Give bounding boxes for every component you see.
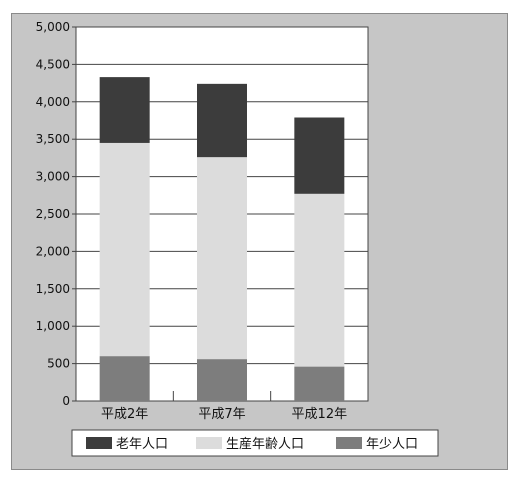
bar-segment [99,77,150,143]
bar-segment [197,83,247,158]
x-tick-label: 平成12年 [292,407,348,422]
bar-segment [197,359,247,401]
y-tick-label: 4,000 [36,95,70,109]
bar-segment [294,366,345,401]
x-tick-label: 平成7年 [198,407,245,422]
bar-segment [294,117,345,194]
y-axis: 0 500 1,000 1,500 2,000 2,500 3,000 3,500 4,000 4… [36,20,76,408]
legend-swatch-working-age [196,437,222,449]
y-tick-label: 1,500 [36,282,70,296]
legend-label-working-age: 生産年齢人口 [226,436,304,452]
bar-segment [99,142,150,357]
y-tick-label: 4,500 [36,57,70,71]
legend-box [71,429,439,457]
y-tick-label: 0 [62,394,70,408]
legend-swatch-youth [336,437,362,449]
legend-swatch-elderly [86,437,112,449]
y-tick-label: 500 [47,357,70,371]
y-tick-label: 5,000 [36,20,70,34]
legend: 老年人口 生産年齢人口 年少人口 [71,429,439,457]
bar-segment [197,157,247,360]
y-tick-label: 2,000 [36,244,70,258]
x-tick-label: 平成2年 [101,407,148,422]
bars [99,77,345,401]
y-tick-label: 3,500 [36,132,70,146]
y-tick-label: 1,000 [36,319,70,333]
x-axis: 平成2年 平成7年 平成12年 [101,391,347,422]
y-tick-label: 3,000 [36,170,70,184]
bar-segment [294,193,345,367]
bar-segment [99,356,150,401]
legend-label-elderly: 老年人口 [116,437,168,452]
y-tick-label: 2,500 [36,207,70,221]
legend-label-youth: 年少人口 [366,437,418,452]
